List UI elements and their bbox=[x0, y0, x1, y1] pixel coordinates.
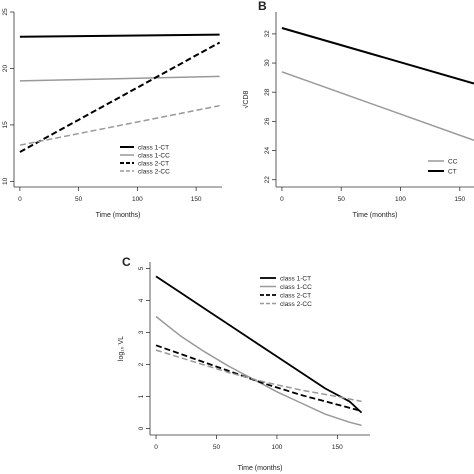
y-tick-label: 2 bbox=[138, 362, 145, 366]
x-tick-label: 50 bbox=[338, 196, 346, 203]
panel-letter: B bbox=[258, 0, 267, 13]
series-line-3 bbox=[20, 43, 220, 153]
x-tick-label: 150 bbox=[332, 444, 343, 451]
legend-label-4: class 2-CC bbox=[138, 168, 170, 175]
panel-letter: C bbox=[122, 255, 131, 269]
y-axis-label: log₁₀ VL bbox=[118, 336, 125, 361]
y-tick-label: 20 bbox=[2, 64, 9, 72]
legend-label-2: CT bbox=[448, 168, 457, 175]
panel-b-chart: 0 50 100 150 22 24 26 28 30 32 Time (months) √CD8 B C… bbox=[242, 0, 474, 219]
y-tick-label: 30 bbox=[264, 59, 271, 67]
legend-label-2: class 1-CC bbox=[138, 152, 170, 159]
x-axis-label: Time (months) bbox=[96, 212, 141, 219]
legend-label-1: CC bbox=[448, 158, 458, 165]
series-line-1 bbox=[20, 35, 220, 37]
x-tick-label: 50 bbox=[75, 196, 83, 203]
series-line-2 bbox=[282, 28, 474, 84]
legend-label-3: class 2-CT bbox=[138, 160, 169, 167]
series-line-3 bbox=[156, 345, 362, 411]
y-tick-label: 32 bbox=[264, 30, 271, 38]
legend-label-3: class 2-CT bbox=[280, 292, 311, 299]
x-tick-label: 100 bbox=[395, 196, 406, 203]
y-tick-label: 5 bbox=[138, 266, 145, 270]
series-line-2 bbox=[156, 317, 362, 426]
x-tick-label: 100 bbox=[132, 196, 143, 203]
x-axis-label: Time (months) bbox=[353, 212, 398, 219]
y-tick-label: 15 bbox=[2, 121, 9, 129]
series-line-4 bbox=[156, 350, 362, 401]
legend-label-4: class 2-CC bbox=[280, 301, 312, 308]
panel-c-chart: 0 50 100 150 0 1 2 3 4 5 Time (months) log₁₀ VL Ccla… bbox=[118, 255, 370, 472]
x-tick-label: 100 bbox=[271, 444, 282, 451]
y-tick-label: 25 bbox=[2, 8, 9, 16]
y-tick-label: 24 bbox=[264, 147, 271, 155]
legend: CC CT bbox=[428, 158, 458, 175]
x-tick-label: 150 bbox=[454, 196, 465, 203]
series-line-2 bbox=[20, 76, 220, 81]
panel-a-chart: 0 50 100 150 10 15 20 25 Time (months) class 1-CT… bbox=[2, 8, 222, 219]
y-tick-label: 28 bbox=[264, 88, 271, 96]
y-tick-label: 0 bbox=[138, 426, 145, 430]
y-tick-label: 10 bbox=[2, 177, 9, 185]
y-tick-label: 1 bbox=[138, 394, 145, 398]
legend-label-2: class 1-CC bbox=[280, 284, 312, 291]
x-tick-label: 0 bbox=[18, 196, 22, 203]
series-line-1 bbox=[156, 276, 362, 412]
x-tick-label: 50 bbox=[213, 444, 221, 451]
y-tick-label: 4 bbox=[138, 298, 145, 302]
legend-label-1: class 1-CT bbox=[138, 144, 169, 151]
x-tick-label: 150 bbox=[191, 196, 202, 203]
y-tick-label: 26 bbox=[264, 117, 271, 125]
series-line-4 bbox=[20, 106, 220, 146]
y-axis-label: √CD8 bbox=[242, 90, 250, 108]
x-tick-label: 0 bbox=[154, 444, 158, 451]
series-line-1 bbox=[282, 72, 474, 141]
y-tick-label: 3 bbox=[138, 330, 145, 334]
x-tick-label: 0 bbox=[280, 196, 284, 203]
x-axis-label: Time (months) bbox=[238, 465, 283, 472]
y-tick-label: 22 bbox=[264, 176, 271, 184]
legend-label-1: class 1-CT bbox=[280, 275, 311, 282]
